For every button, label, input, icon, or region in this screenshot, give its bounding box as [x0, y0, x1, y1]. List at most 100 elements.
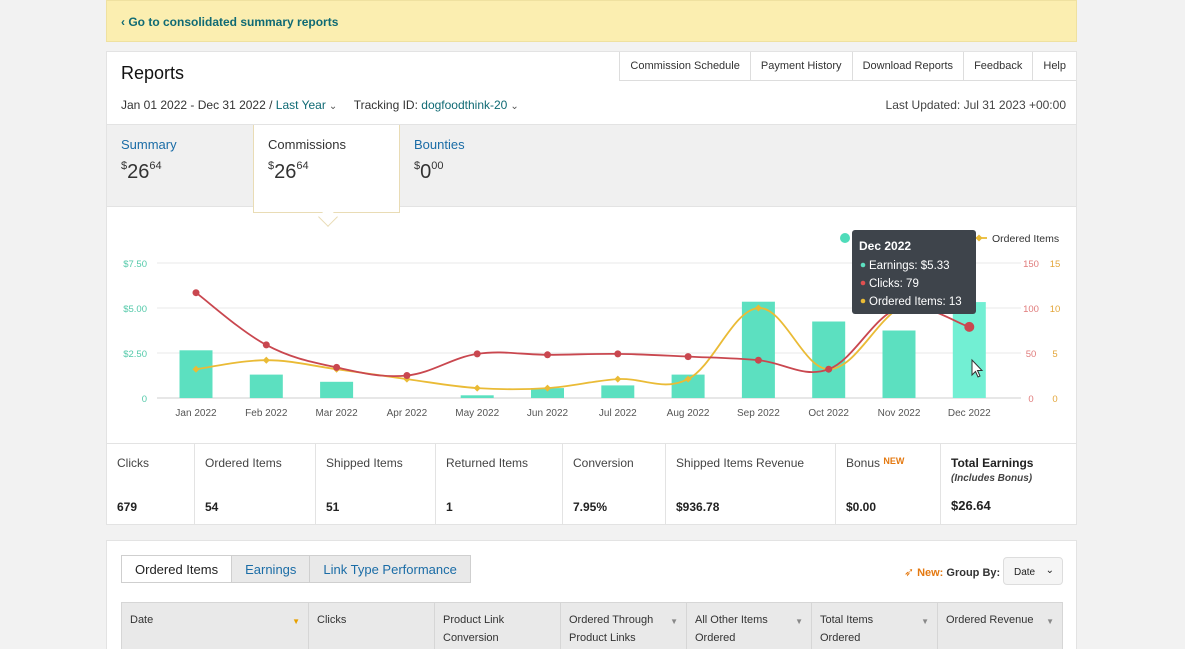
clicks-point	[403, 372, 411, 379]
col-label: Total Items	[820, 614, 874, 626]
reports-panel: Reports Commission Schedule Payment Hist…	[106, 51, 1077, 525]
clicks-line	[195, 291, 970, 377]
y-right2-tick: 10	[1050, 304, 1061, 315]
nav-feedback[interactable]: Feedback	[963, 52, 1033, 81]
tooltip-line: Ordered Items: 13	[869, 296, 962, 308]
table-header: Date ▼ Clicks Product Link Conversion Or…	[121, 602, 1063, 649]
clicks-point	[825, 365, 833, 373]
tooltip-bullet	[860, 262, 866, 268]
metric-label: Total Earnings (Includes Bonus)	[951, 456, 1034, 484]
tab-ordered-items[interactable]: Ordered Items	[122, 556, 232, 582]
period-dropdown[interactable]: Last Year ⌄	[276, 98, 337, 112]
ordered-items-point	[192, 365, 200, 373]
tab-summary-label: Summary	[121, 137, 177, 152]
metric-shipped-items: Shipped Items 51	[316, 444, 436, 525]
tooltip-line: Clicks: 79	[869, 278, 919, 290]
col-label: Product Link	[443, 614, 505, 626]
chevron-down-icon: ⌄	[510, 101, 519, 112]
tab-bounties[interactable]: Bounties $000	[400, 125, 546, 208]
period-label: Last Year	[275, 98, 326, 112]
metric-label: Bonus NEW	[846, 456, 905, 470]
clicks-point	[262, 341, 270, 349]
tracking-id-dropdown[interactable]: dogfoodthink-20 ⌄	[421, 98, 518, 112]
earnings-bar	[460, 395, 494, 398]
tooltip-title: Dec 2022	[859, 239, 911, 253]
nav-download-reports[interactable]: Download Reports	[851, 52, 964, 81]
metric-value: 1	[446, 500, 453, 514]
sort-icon: ▼	[921, 617, 929, 626]
y-right1-tick: 0	[1028, 394, 1033, 405]
summary-tabs: Summary $2664 Commissions $2664 Bounties…	[107, 124, 1076, 213]
metric-value: 679	[117, 500, 138, 514]
tab-commissions[interactable]: Commissions $2664	[253, 125, 400, 213]
cursor-icon	[971, 358, 984, 378]
metric-returned-items: Returned Items 1	[436, 444, 563, 525]
metric-value: 54	[205, 500, 219, 514]
col-label: Ordered Through	[569, 614, 654, 626]
tab-earnings[interactable]: Earnings	[231, 556, 310, 582]
nav-commission-schedule[interactable]: Commission Schedule	[619, 52, 750, 81]
x-tick-label: Apr 2022	[387, 408, 428, 419]
tab-commissions-label: Commissions	[268, 137, 347, 152]
metric-value: $26.64	[951, 498, 991, 513]
y-left-tick: $7.50	[123, 259, 147, 270]
tooltip-box	[852, 230, 976, 314]
tab-summary-amount: $2664	[121, 160, 162, 183]
consolidated-reports-link[interactable]: ‹ Go to consolidated summary reports	[121, 15, 339, 29]
ordered-items-point	[684, 375, 692, 383]
col-label-2: Ordered	[820, 632, 861, 644]
ordered-items-point	[262, 356, 270, 364]
col-ordered-revenue[interactable]: Ordered Revenue ▼	[938, 603, 1062, 649]
clicks-point	[333, 363, 341, 371]
tab-link-type-performance[interactable]: Link Type Performance	[309, 556, 470, 582]
tab-summary[interactable]: Summary $2664	[107, 125, 253, 208]
ordered-items-point	[614, 375, 622, 383]
earnings-bar	[249, 374, 283, 398]
x-tick-label: Sep 2022	[737, 408, 780, 419]
ordered-items-point	[754, 304, 762, 312]
y-right1-tick: 150	[1023, 259, 1039, 270]
earnings-bar	[179, 350, 213, 398]
consolidated-reports-banner: ‹ Go to consolidated summary reports	[106, 0, 1077, 42]
tooltip-bullet	[860, 280, 866, 286]
nav-payment-history[interactable]: Payment History	[749, 52, 852, 81]
x-tick-label: Jun 2022	[527, 408, 569, 419]
tracking-id-value: dogfoodthink-20	[421, 98, 508, 112]
x-tick-label: Jan 2022	[175, 408, 217, 419]
col-clicks[interactable]: Clicks	[309, 603, 435, 649]
legend-earnings-dot	[840, 233, 850, 243]
earnings-bar	[601, 385, 635, 398]
col-label: All Other Items	[695, 614, 768, 626]
legend-marker	[975, 234, 983, 242]
x-tick-label: Nov 2022	[878, 408, 921, 419]
col-ordered-through-product-links[interactable]: Ordered Through Product Links ▼	[561, 603, 687, 649]
group-by-label: ➶ New: Group By:	[904, 565, 1001, 579]
col-label-2: Conversion	[443, 632, 499, 644]
tooltip-bullet	[860, 298, 866, 304]
new-badge: NEW	[883, 456, 905, 466]
metrics-row: Clicks 679 Ordered Items 54 Shipped Item…	[107, 443, 1076, 525]
nav-help[interactable]: Help	[1032, 52, 1076, 81]
col-date[interactable]: Date ▼	[122, 603, 309, 649]
clicks-point	[473, 350, 481, 358]
y-right2-tick: 5	[1052, 349, 1057, 360]
metric-value: $0.00	[846, 500, 877, 514]
earnings-bar	[812, 321, 846, 398]
report-tabs: Ordered Items Earnings Link Type Perform…	[121, 555, 471, 583]
col-all-other-items-ordered[interactable]: All Other Items Ordered ▼	[687, 603, 812, 649]
group-by-select[interactable]: Date ⌄	[1003, 557, 1063, 585]
col-product-link-conversion[interactable]: Product Link Conversion	[435, 603, 561, 649]
col-total-items-ordered[interactable]: Total Items Ordered ▼	[812, 603, 938, 649]
x-tick-label: Jul 2022	[599, 408, 637, 419]
metric-clicks: Clicks 679	[107, 444, 195, 525]
clicks-point	[754, 356, 762, 364]
metric-shipped-revenue: Shipped Items Revenue $936.78	[666, 444, 836, 525]
metric-conversion: Conversion 7.95%	[563, 444, 666, 525]
earnings-bar	[882, 330, 916, 398]
clicks-point	[964, 321, 975, 332]
earnings-bar	[741, 301, 775, 398]
earnings-bar	[320, 381, 354, 398]
metric-label: Conversion	[573, 456, 634, 470]
sort-icon: ▼	[795, 617, 803, 626]
report-table-panel: Ordered Items Earnings Link Type Perform…	[106, 540, 1077, 649]
